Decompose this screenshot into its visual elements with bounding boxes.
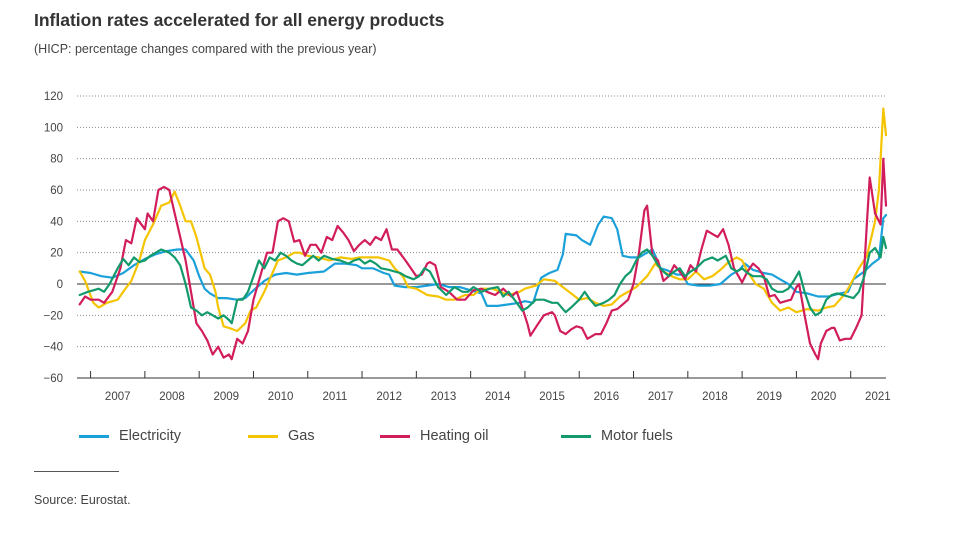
- y-tick-label: 0: [57, 279, 63, 291]
- source-note: Source: Eurostat.: [34, 493, 131, 507]
- y-tick-label: 60: [50, 185, 63, 197]
- x-tick-label: 2010: [268, 391, 294, 403]
- legend-swatch: [380, 434, 410, 438]
- footnote-rule: [34, 471, 119, 472]
- y-tick-label: 100: [44, 122, 63, 134]
- legend-swatch: [561, 434, 591, 438]
- x-tick-label: 2017: [648, 391, 674, 403]
- legend-item-gas: Gas: [248, 428, 315, 444]
- x-tick-label: 2007: [105, 391, 131, 403]
- x-tick-label: 2009: [214, 391, 240, 403]
- x-tick-label: 2011: [323, 391, 348, 403]
- gridlines: [77, 95, 886, 348]
- y-tick-label: 80: [50, 154, 63, 166]
- legend-label: Heating oil: [420, 428, 489, 444]
- y-tick-label: −40: [43, 342, 63, 354]
- x-tick-label: 2019: [756, 391, 782, 403]
- legend-label: Motor fuels: [601, 428, 673, 444]
- x-tick-label: 2020: [811, 391, 837, 403]
- y-tick-label: 40: [50, 216, 63, 228]
- legend-swatch: [248, 434, 278, 438]
- line-chart: −60 −40 −20 0 20 40 60 80 100 120 2007 2008 2009 201…: [43, 91, 891, 403]
- series-line-motor-fuels: [78, 235, 888, 325]
- legend-label: Electricity: [119, 428, 182, 444]
- legend-item-heating-oil: Heating oil: [380, 428, 489, 444]
- legend-item-electricity: Electricity: [79, 428, 181, 444]
- legend-item-motor-fuels: Motor fuels: [561, 428, 673, 444]
- series-line-heating-oil: [78, 157, 888, 361]
- x-tick-label: 2012: [376, 391, 402, 403]
- x-tick-label: 2016: [594, 391, 620, 403]
- chart-title: Inflation rates accelerated for all ener…: [34, 10, 445, 30]
- legend-label: Gas: [288, 428, 315, 444]
- y-axis-ticks: −60 −40 −20 0 20 40 60 80 100 120: [43, 91, 63, 385]
- chart-subtitle: (HICP: percentage changes compared with …: [34, 42, 377, 56]
- y-tick-label: 120: [44, 91, 63, 103]
- y-tick-label: 20: [50, 248, 63, 260]
- x-tick-label: 2018: [702, 391, 728, 403]
- x-tick-label: 2013: [431, 391, 457, 403]
- y-tick-label: −20: [43, 310, 63, 322]
- x-tick-label: 2014: [485, 391, 511, 403]
- x-tick-label: 2021: [865, 391, 891, 403]
- series-lines: [78, 107, 888, 361]
- legend-swatch: [79, 434, 109, 438]
- x-axis: 2007 2008 2009 2010 2011 2012 2013 2014 2015 2016…: [77, 371, 891, 403]
- x-tick-label: 2015: [539, 391, 565, 403]
- y-tick-label: −60: [43, 373, 63, 385]
- x-tick-label: 2008: [159, 391, 185, 403]
